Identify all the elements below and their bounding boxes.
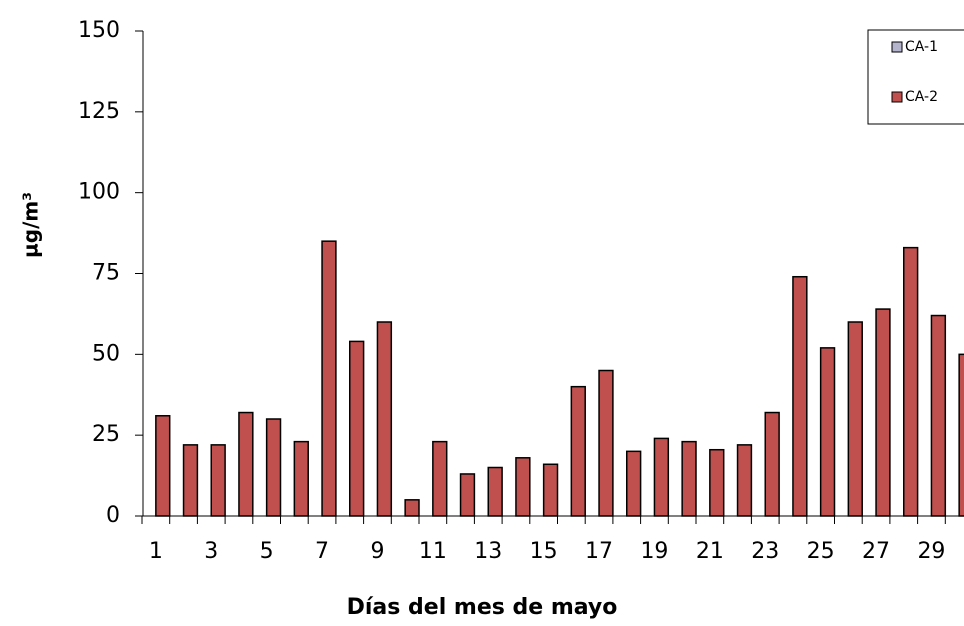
y-axis-label: µg/m³ xyxy=(19,192,43,258)
bar xyxy=(432,440,448,517)
x-tick-label: 13 xyxy=(474,539,502,564)
bar xyxy=(238,411,254,517)
y-tick-label: 150 xyxy=(78,18,120,43)
bar xyxy=(958,353,964,517)
bar xyxy=(792,275,808,517)
x-axis-label: Días del mes de mayo xyxy=(347,595,618,620)
bar xyxy=(819,347,836,517)
x-tick-label: 27 xyxy=(862,539,890,564)
bar xyxy=(598,369,614,517)
legend-label: CA-2 xyxy=(905,89,938,105)
bar xyxy=(210,444,226,517)
x-tick-label: 19 xyxy=(640,539,668,564)
legend-swatch xyxy=(891,91,903,103)
bar xyxy=(903,246,919,517)
bar xyxy=(709,448,725,517)
x-tick-label: 3 xyxy=(204,539,218,564)
legend-label: CA-1 xyxy=(905,39,938,55)
x-tick-label: 5 xyxy=(260,539,274,564)
y-tick-label: 25 xyxy=(92,422,120,447)
bar xyxy=(653,437,670,517)
y-tick-label: 0 xyxy=(106,503,120,528)
bar xyxy=(321,240,337,517)
bar xyxy=(626,450,642,517)
y-tick-label: 100 xyxy=(78,180,120,205)
bar xyxy=(404,499,420,517)
bar xyxy=(155,415,171,517)
x-tick-label: 25 xyxy=(807,539,835,564)
bar xyxy=(930,314,947,517)
x-tick-label: 23 xyxy=(751,539,779,564)
y-tick-label: 50 xyxy=(92,341,120,366)
bar xyxy=(875,308,891,517)
bar xyxy=(459,473,476,517)
bar xyxy=(764,411,780,517)
bar xyxy=(736,444,753,517)
x-tick-label: 15 xyxy=(530,539,558,564)
bar xyxy=(265,418,282,517)
bar xyxy=(570,385,586,517)
bar xyxy=(847,321,863,517)
bar xyxy=(376,321,393,517)
bar xyxy=(542,463,559,517)
legend-swatch xyxy=(891,41,903,53)
x-tick-label: 11 xyxy=(419,539,447,564)
x-tick-label: 29 xyxy=(917,539,945,564)
x-tick-label: 17 xyxy=(585,539,613,564)
y-tick-label: 75 xyxy=(92,261,120,286)
bar xyxy=(487,466,503,517)
bar xyxy=(182,444,199,517)
bar xyxy=(349,340,365,517)
bar xyxy=(681,440,697,517)
legend-box xyxy=(867,29,964,125)
y-tick-label: 125 xyxy=(78,99,120,124)
x-tick-label: 1 xyxy=(149,539,163,564)
bar xyxy=(293,440,309,517)
x-tick-label: 21 xyxy=(696,539,724,564)
x-tick-label: 9 xyxy=(370,539,384,564)
legend: CA-1 CA-2 xyxy=(867,29,964,125)
x-tick-label: 7 xyxy=(315,539,329,564)
bar xyxy=(515,457,531,517)
